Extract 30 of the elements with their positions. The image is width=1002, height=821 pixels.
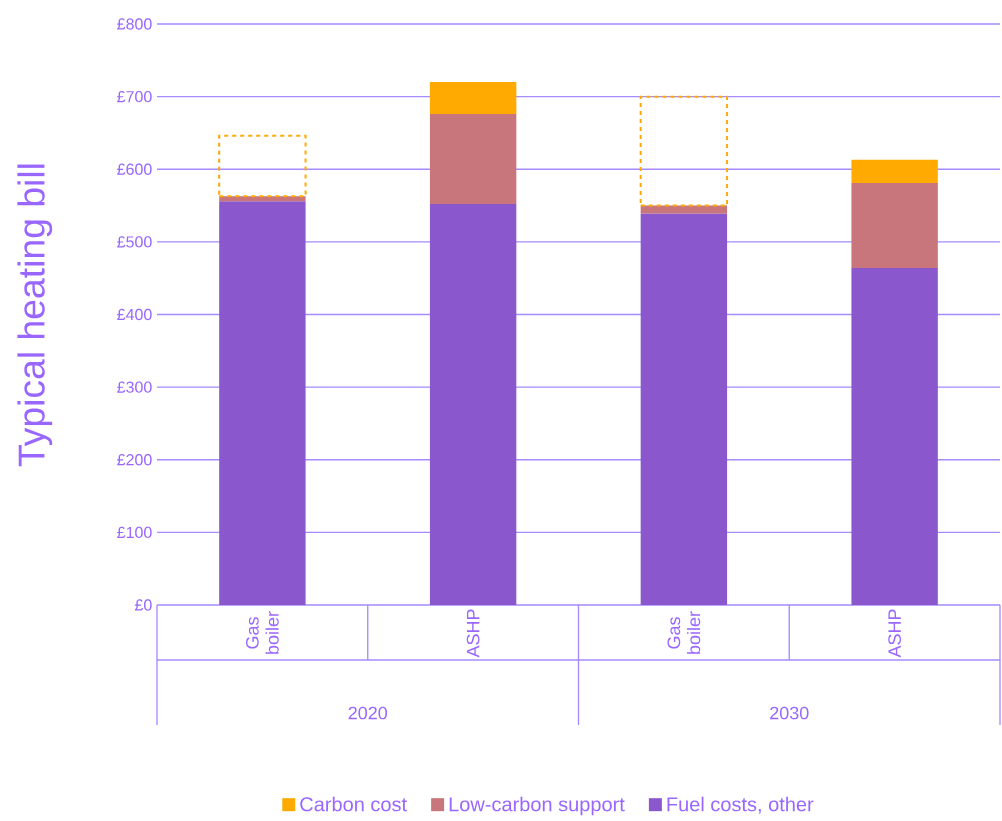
y-tick-label: £800 [117, 18, 152, 30]
x-tick-label: Gas boiler [667, 611, 701, 654]
x-tick-label: ASHP [466, 609, 480, 658]
text: 2020 [348, 706, 388, 720]
bar [639, 95, 729, 207]
bar [429, 82, 517, 115]
bar [429, 114, 517, 205]
bar [640, 213, 728, 606]
bar [429, 204, 517, 606]
x-tick-label: ASHP [888, 609, 901, 658]
x-tick-label: Gas boiler [246, 611, 279, 654]
bar [851, 159, 938, 184]
y-tick-label: £700 [117, 90, 152, 103]
y-tick-label: £600 [117, 163, 152, 175]
legend-label: Fuel costs, other [667, 796, 814, 814]
y-axis-title: Typical heating bill [17, 164, 53, 467]
legend-label: Low-carbon support [449, 796, 625, 816]
bar [640, 205, 728, 214]
y-tick-label: £200 [117, 454, 152, 466]
text: 2030 [770, 706, 809, 720]
bar [851, 183, 938, 269]
y-tick-label: £100 [117, 526, 152, 539]
y-tick-label: £400 [117, 308, 152, 321]
legend-label: Carbon cost [300, 796, 407, 812]
y-tick-label: £0 [134, 599, 152, 611]
bar [219, 201, 306, 606]
bar [218, 134, 307, 198]
y-tick-label: £500 [117, 236, 152, 248]
y-tick-label: £300 [117, 381, 152, 393]
bar [851, 268, 938, 606]
